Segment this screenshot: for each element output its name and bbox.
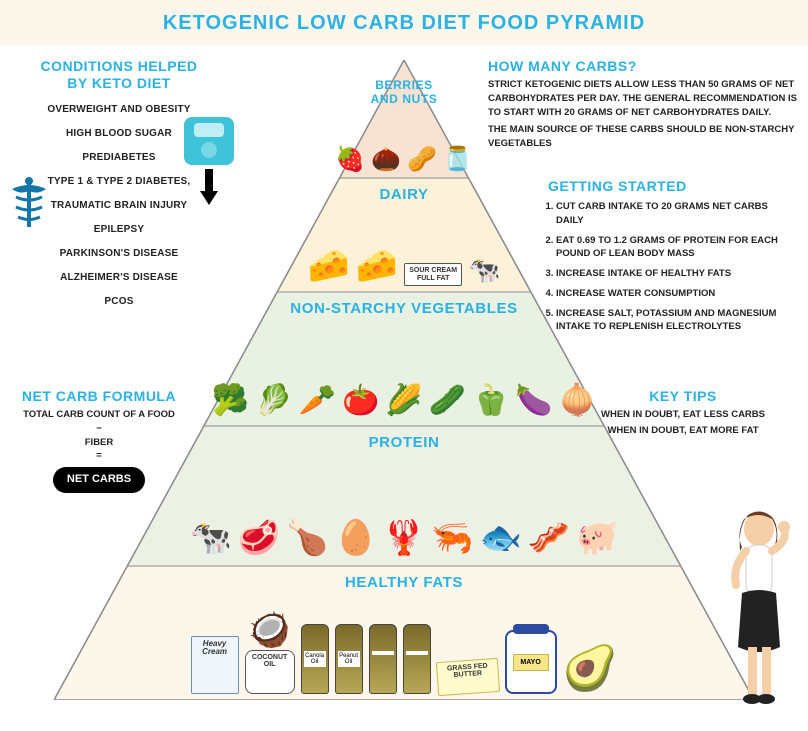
food-icon: 🥕 xyxy=(299,383,336,418)
food-icon: 🥒 xyxy=(429,383,466,418)
food-icon: 🍅 xyxy=(342,383,379,418)
food-icon: 🐄 xyxy=(189,518,231,558)
food-icon: 🫑 xyxy=(472,383,509,418)
tier-label: HEALTHY FATS xyxy=(54,574,754,591)
food-icon: 🍓 xyxy=(335,145,365,174)
oil-bottle xyxy=(403,624,431,694)
oil-bottle: Peanut Oil xyxy=(335,624,363,694)
fat-product: COCONUT OIL xyxy=(245,650,295,694)
food-icon: 🦞 xyxy=(383,518,425,558)
food-icon: 🐟 xyxy=(480,518,522,558)
woman-icon xyxy=(716,507,802,717)
food-icon: 🧅 xyxy=(559,383,596,418)
food-pyramid: BERRIESAND NUTS 🍓🌰🥜🫙 DAIRY 🧀🧀 SOUR CREAM FUL… xyxy=(54,60,754,700)
food-icon: 🧀 xyxy=(307,246,349,286)
food-icon: 🥓 xyxy=(528,518,570,558)
food-icon: 🌽 xyxy=(385,383,422,418)
tier-art: 🍓🌰🥜🫙 xyxy=(54,118,754,174)
avocado-icon: 🥑 xyxy=(563,642,618,694)
fat-product: GRASS FED BUTTER xyxy=(435,658,499,696)
tier-label: PROTEIN xyxy=(54,434,754,451)
caduceus-icon xyxy=(8,175,50,235)
food-icon: 🍆 xyxy=(515,383,552,418)
fat-product: MAYO xyxy=(505,630,557,694)
tier-art: 🥦🥬🥕🍅🌽🥒🫑🍆🧅 xyxy=(54,326,754,418)
food-icon: 🦐 xyxy=(431,518,473,558)
oil-bottle xyxy=(369,624,397,694)
tier-label: DAIRY xyxy=(54,186,754,203)
fat-product: 🥥COCONUT OIL xyxy=(245,610,295,694)
food-icon: 🫙 xyxy=(443,145,473,174)
tier-label: NON-STARCHY VEGETABLES xyxy=(54,300,754,317)
title-bar: KETOGENIC LOW CARB DIET FOOD PYRAMID xyxy=(0,0,808,45)
oil-bottle: Canola Oil xyxy=(301,624,329,694)
food-icon: 🥜 xyxy=(407,145,437,174)
tier-art: 🐄🥩🍗🥚🦞🦐🐟🥓🐖 xyxy=(54,458,754,558)
food-icon: 🌰 xyxy=(371,145,401,174)
food-icon: 🐄 xyxy=(468,255,500,286)
food-icon: 🧀 xyxy=(356,246,398,286)
fat-product: Heavy Cream xyxy=(191,636,239,694)
food-icon: 🥦 xyxy=(212,383,249,418)
food-icon: 🥬 xyxy=(255,383,292,418)
page-title: KETOGENIC LOW CARB DIET FOOD PYRAMID xyxy=(0,12,808,35)
tier-art-fats: Heavy Cream🥥COCONUT OILCanola OilPeanut … xyxy=(54,598,754,694)
food-icon: 🐖 xyxy=(576,518,618,558)
food-icon: 🍗 xyxy=(286,518,328,558)
tier-label: BERRIESAND NUTS xyxy=(54,78,754,106)
food-icon: 🥩 xyxy=(238,518,280,558)
food-icon: 🥚 xyxy=(334,518,376,558)
tier-art: 🧀🧀 SOUR CREAM FULL FAT 🐄 xyxy=(54,212,754,286)
dairy-box: SOUR CREAM FULL FAT xyxy=(404,263,462,286)
